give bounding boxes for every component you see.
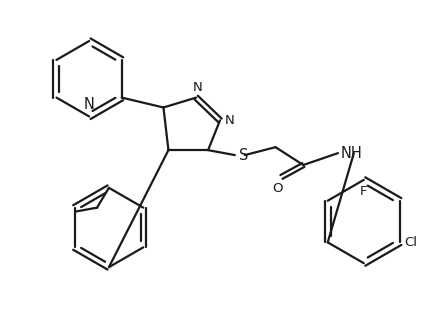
- Text: N: N: [192, 80, 201, 94]
- Text: O: O: [272, 182, 282, 195]
- Text: F: F: [359, 185, 367, 198]
- Text: N: N: [224, 114, 234, 127]
- Text: N: N: [84, 98, 94, 113]
- Text: Cl: Cl: [403, 236, 416, 249]
- Text: NH: NH: [340, 146, 362, 161]
- Text: S: S: [238, 148, 247, 163]
